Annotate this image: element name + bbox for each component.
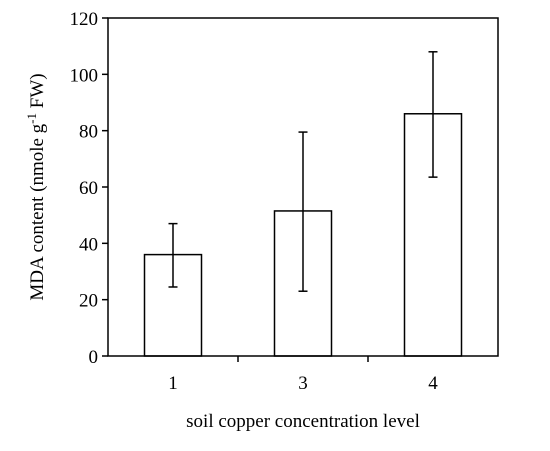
y-axis-title-prefix: MDA content (nmole g	[27, 123, 48, 300]
y-tick-label: 40	[79, 234, 98, 255]
y-tick-label: 120	[70, 9, 99, 30]
x-axis-title: soil copper concentration level	[186, 411, 420, 432]
y-tick-label: 20	[79, 291, 98, 312]
y-tick-label: 60	[79, 178, 98, 199]
y-axis-ticks: 0 20 40 60 80 100 120	[70, 9, 108, 368]
y-tick-label: 80	[79, 122, 98, 143]
plot-frame	[107, 17, 499, 357]
x-axis-ticks: 1 3 4	[168, 356, 438, 394]
x-tick-label: 3	[298, 373, 308, 394]
x-tick-label: 4	[428, 373, 438, 394]
bars	[143, 51, 463, 357]
y-axis-title-suffix: FW)	[27, 73, 48, 113]
y-axis-title: MDA content (nmole g-1 FW)	[24, 73, 48, 300]
y-axis-title-superscript: -1	[24, 113, 39, 124]
y-tick-label: 0	[89, 347, 99, 368]
x-tick-label: 1	[168, 373, 178, 394]
y-tick-label: 100	[70, 65, 99, 86]
